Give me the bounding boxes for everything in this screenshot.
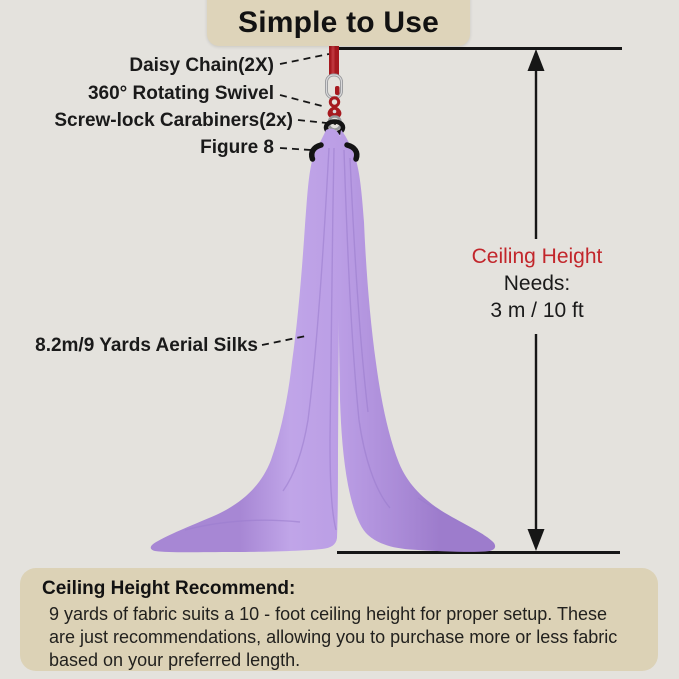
recommendation-box: Ceiling Height Recommend: 9 yards of fab… xyxy=(20,568,658,671)
ceiling-height-arrow xyxy=(527,49,545,551)
carabiner-icon xyxy=(325,73,343,100)
daisy-chain-strap-icon xyxy=(329,45,339,76)
label-aerial-silks: 8.2m/9 Yards Aerial Silks xyxy=(35,335,258,356)
label-figure-8: Figure 8 xyxy=(200,137,274,158)
label-rotating-swivel: 360° Rotating Swivel xyxy=(87,83,274,104)
label-daisy-chain: Daisy Chain(2X) xyxy=(129,55,274,76)
title-banner: Simple to Use xyxy=(207,0,470,46)
measurement-needs: Needs: xyxy=(503,272,571,295)
silk-fabric-graphic xyxy=(150,128,496,553)
measurement-value: 3 m / 10 ft xyxy=(490,299,584,322)
recommendation-line: 9 yards of fabric suits a 10 - foot ceil… xyxy=(49,604,607,624)
measurement-text: Ceiling Height Needs: 3 m / 10 ft xyxy=(446,243,628,324)
page-title: Simple to Use xyxy=(238,6,439,39)
figure8-hook-tips-icon xyxy=(308,142,360,162)
recommendation-line: based on your preferred length. xyxy=(49,650,301,670)
measurement-title: Ceiling Height xyxy=(471,245,603,268)
rigging-hardware xyxy=(323,45,346,136)
recommendation-line: are just recommendations, allowing you t… xyxy=(49,627,618,647)
leader-lines xyxy=(261,53,337,346)
recommendation-heading: Ceiling Height Recommend: xyxy=(42,578,296,599)
label-carabiners: Screw-lock Carabiners(2x) xyxy=(54,110,293,131)
swivel-icon xyxy=(327,96,342,118)
